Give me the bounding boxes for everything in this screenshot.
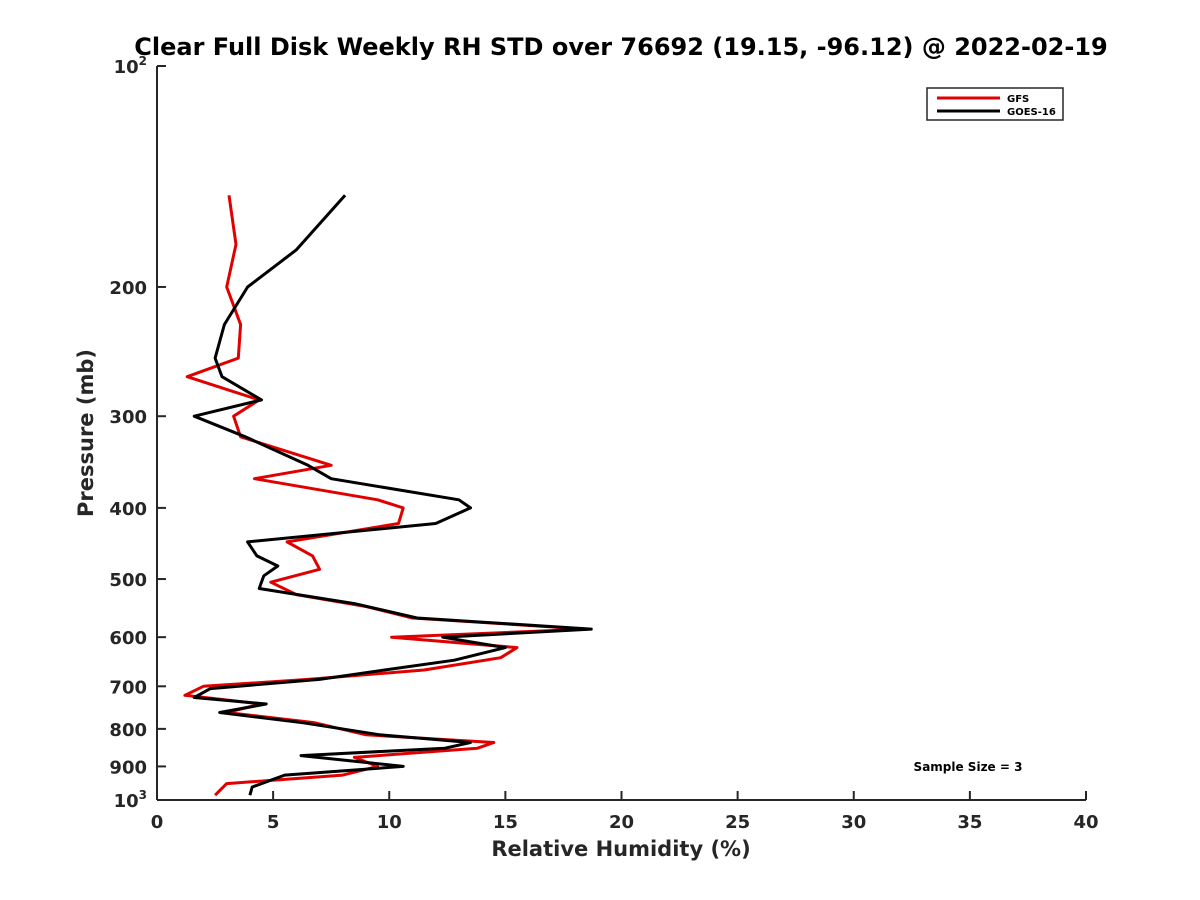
x-tick-label: 10 <box>377 812 402 833</box>
x-axis-label: Relative Humidity (%) <box>491 837 750 861</box>
axes: 0 5 10 15 20 25 30 35 40 102 200 300 400 500 600 700 800… <box>109 54 1098 833</box>
y-tick-label: 600 <box>109 628 147 649</box>
legend-box <box>926 87 1064 121</box>
x-tick-label: 40 <box>1073 812 1098 833</box>
legend: GFS GOES-16 <box>926 87 1064 121</box>
y-tick-label: 900 <box>109 757 147 778</box>
x-tick-label: 35 <box>957 812 982 833</box>
x-tick-label: 20 <box>609 812 634 833</box>
series-line-goes-16 <box>192 194 593 796</box>
y-tick-label: 103 <box>114 788 147 812</box>
y-tick-label: 400 <box>109 499 147 520</box>
legend-label-gfs: GFS <box>1007 94 1029 105</box>
x-tick-label: 0 <box>151 812 164 833</box>
y-tick-label: 200 <box>109 278 147 299</box>
x-tick-label: 30 <box>841 812 866 833</box>
y-tick-label: 800 <box>109 720 147 741</box>
y-tick-label: 300 <box>109 407 147 428</box>
sample-size-annotation: Sample Size = 3 <box>914 760 1023 774</box>
chart-title: Clear Full Disk Weekly RH STD over 76692… <box>134 33 1107 61</box>
y-tick-label: 700 <box>109 677 147 698</box>
x-tick-label: 5 <box>267 812 280 833</box>
x-tick-label: 25 <box>725 812 750 833</box>
y-axis-label: Pressure (mb) <box>74 349 98 517</box>
plot-lines <box>183 194 593 797</box>
legend-label-goes-16: GOES-16 <box>1007 107 1056 118</box>
y-tick-label: 102 <box>114 54 147 78</box>
y-tick-label: 500 <box>109 570 147 591</box>
x-tick-label: 15 <box>493 812 518 833</box>
